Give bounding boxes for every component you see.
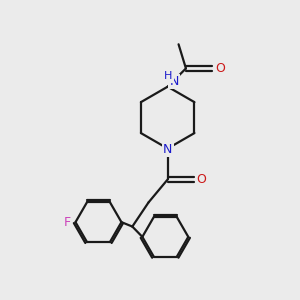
Text: N: N (169, 75, 179, 88)
Text: O: O (196, 173, 206, 186)
Text: N: N (169, 75, 179, 88)
Text: H: H (164, 71, 172, 81)
Text: F: F (64, 216, 71, 229)
Text: F: F (64, 216, 71, 229)
Text: O: O (196, 173, 206, 186)
Text: O: O (215, 62, 225, 75)
Text: H: H (164, 71, 172, 81)
Text: N: N (163, 142, 172, 156)
Text: N: N (163, 142, 172, 156)
Text: O: O (214, 62, 225, 75)
